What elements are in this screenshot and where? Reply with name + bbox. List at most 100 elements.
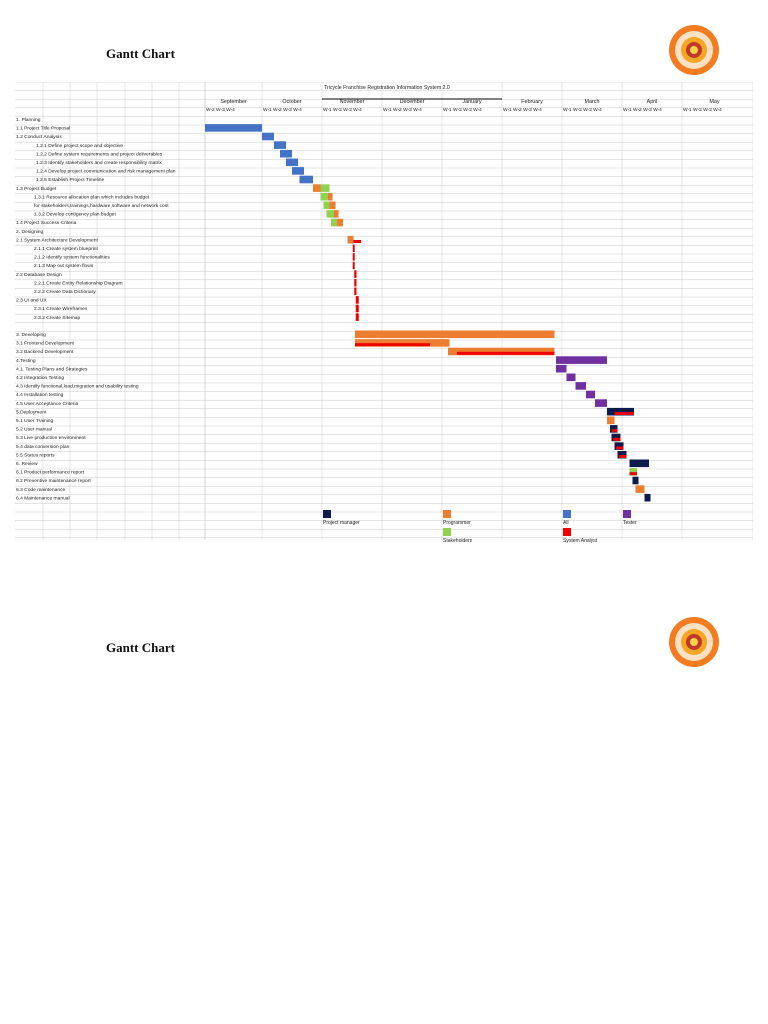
gantt-bar-system-analyst [352,261,355,270]
page-title-2: Gantt Chart [106,640,175,655]
gantt-bar-stakeholders [331,218,337,227]
task-label: 1.4 Project Success Criteria [16,220,77,226]
gantt-bar-all [292,167,304,175]
gantt-chart: Tricycle Franchise Registration Informat… [15,81,754,548]
task-label: 2.3 UI and UX [16,298,47,304]
gantt-bar-system-analyst [353,240,361,243]
gantt-bar-system-analyst [613,437,621,441]
week-label: W-1 W-2 W-3 W-4 [683,107,722,113]
task-label: 6. Review [16,461,38,467]
gantt-bar-tester [556,364,567,373]
task-label: 1.2.2 Define system requirements and pro… [36,151,163,157]
week-label: W-1 W-2 W-3 W-4 [503,107,542,113]
gantt-bar-all [262,132,274,141]
task-label: 6.2 Preventive maintenance report [16,478,91,484]
legend-swatch-system-analyst [563,528,571,536]
task-label: 2.1 System Architecture Development [16,237,98,243]
task-label: 2.3.1 Create Wireframes [34,306,88,312]
month-label: May [709,99,719,105]
task-label: 1. Planning [16,117,41,123]
task-label: 1.3.2 Develop contigency plan budget [34,212,116,218]
gantt-bar-programmer [355,330,555,339]
gantt-bar-tester [566,373,576,382]
gantt-bar-programmer [337,218,343,227]
task-label: 4.Testing [16,358,36,364]
month-label: October [282,99,301,105]
gantt-bar-all [205,124,262,132]
task-label: 4.1. Testing Plans and Strategies [16,366,88,372]
legend-swatch-all [563,510,571,518]
task-label: 5.2 User manual [16,427,52,433]
task-label: 5.3 Live production environment [16,435,86,441]
gantt-bar-project-manager [611,433,621,442]
gantt-bar-stakeholders [629,468,637,476]
task-label: 4.3 Identify functional,load,migration a… [16,384,139,390]
gantt-bar-system-analyst [614,412,634,415]
gantt-bar-project-manager [632,476,639,485]
gantt-bar-system-analyst [355,343,430,347]
week-label: W-1 W-2 W-3 W-4 [623,107,662,113]
gantt-bar-system-analyst [352,253,355,261]
task-label: 4.5 User Acceptance Criteria [16,401,79,407]
gantt-bar-all [286,158,298,167]
gantt-bar-stakeholders [320,192,328,201]
task-label: 6.4 Maintenance manual [16,495,70,501]
gantt-bar-system-analyst [354,270,357,278]
gantt-bar-programmer [329,201,336,210]
gantt-bar-system-analyst [355,304,359,313]
gantt-bar-tester [575,382,586,390]
gantt-bar-system-analyst [619,455,627,458]
legend-swatch-tester [623,510,631,518]
gantt-bar-system-analyst [352,244,355,253]
task-label: 3.2 Backend Development [16,349,74,355]
legend-label: Tester [623,520,637,526]
task-label: 1.2 Conduct Analysis [16,134,62,140]
gantt-bar-all [280,149,292,158]
task-label: 2. Designing [16,229,43,235]
task-label: 3.1 Frontend Development [16,341,75,347]
week-label: W-1 W-2 W-3 W-4 [263,107,302,113]
task-label: 2.1.2 Identify system functionalities [34,255,110,261]
task-label: 1.1 Project Title Proposal [16,126,70,132]
gantt-bar-programmer [448,347,555,356]
legend-swatch-stakeholders [443,528,451,536]
week-label: W-2 W-3 W-4 [206,107,235,113]
chart-title: Tricycle Franchise Registration Informat… [324,85,450,91]
task-label: 5.4 data conversion plan [16,444,70,450]
gantt-bar-all [274,141,286,149]
gantt-bar-system-analyst [616,446,624,450]
week-label: W-1 W-2 W-3 W-4 [383,107,422,113]
legend-label: Stakeholders [443,538,473,544]
legend-label: Programmer [443,520,471,526]
gantt-bar-system-analyst [611,429,618,433]
month-label: March [585,99,600,105]
gantt-bar-tester [595,399,607,407]
task-label: 1.3 Project Budget [16,186,57,192]
gantt-bar-project-manager [607,407,634,416]
page-title: Gantt Chart [106,46,175,61]
task-label: 4.4 Installation testing [16,392,64,398]
college-seal-logo-2 [669,617,719,667]
month-label: November [340,99,365,105]
task-label: 1.3.1 Resource allocation plan which inc… [34,194,150,200]
gantt-bar-system-analyst [354,278,357,287]
gantt-bar-system-analyst [354,287,357,296]
gantt-bar-system-analyst [457,351,555,355]
task-label: 5.5 Status reports [16,452,55,458]
gantt-bar-programmer [334,210,339,218]
week-label: W-1 W-2 W-3 W-4 [443,107,482,113]
gantt-bar-project-manager [644,493,651,502]
gantt-bar-programmer [635,485,645,493]
gantt-bar-system-analyst [629,472,637,476]
gantt-bar-tester [586,390,595,399]
gantt-bar-project-manager [614,442,624,450]
legend-label: System Analyst [563,538,598,544]
month-label: April [647,99,658,105]
task-label: 4.2 Integration Testing [16,375,64,381]
task-label: 1.2.5 Establish Project Timeline [36,177,105,183]
gantt-bar-all [299,175,313,184]
gantt-bar-stakeholders [326,210,334,218]
task-label: 5.1 User Training [16,418,54,424]
task-label: 2.3.2 Create Sitemap [34,315,80,321]
task-label: 6.3 Code maintenance [16,487,65,493]
